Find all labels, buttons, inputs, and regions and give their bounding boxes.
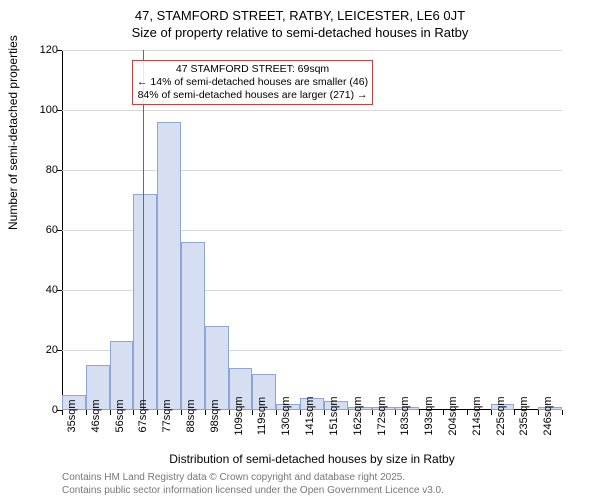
y-tick-label: 0: [52, 404, 58, 416]
x-tick-label: 35sqm: [66, 399, 78, 432]
y-tick-label: 120: [40, 44, 58, 56]
x-tick-label: 46sqm: [90, 399, 102, 432]
footer-line2: Contains public sector information licen…: [62, 485, 444, 498]
x-tick-label: 141sqm: [304, 396, 316, 435]
x-tick-label: 225sqm: [495, 396, 507, 435]
x-tick-label: 109sqm: [233, 396, 245, 435]
x-tick-label: 119sqm: [256, 397, 268, 435]
gridline: [62, 170, 562, 171]
y-tick-label: 40: [46, 284, 58, 296]
x-tick-mark: [229, 410, 230, 415]
histogram-bar: [181, 242, 205, 410]
y-tick-label: 100: [40, 104, 58, 116]
x-tick-label: 67sqm: [137, 399, 149, 432]
x-tick-mark: [491, 410, 492, 415]
footer-note: Contains HM Land Registry data © Crown c…: [62, 472, 444, 497]
x-tick-label: 172sqm: [376, 396, 388, 435]
footer-line1: Contains HM Land Registry data © Crown c…: [62, 472, 444, 485]
title-line2: Size of property relative to semi-detach…: [0, 25, 600, 42]
x-tick-label: 204sqm: [447, 396, 459, 435]
gridline: [62, 50, 562, 51]
x-tick-label: 193sqm: [423, 396, 435, 435]
x-tick-mark: [514, 410, 515, 415]
x-tick-mark: [538, 410, 539, 415]
histogram-bar: [205, 326, 229, 410]
x-tick-label: 162sqm: [352, 396, 364, 435]
x-tick-mark: [62, 410, 63, 415]
x-tick-mark: [252, 410, 253, 415]
x-tick-label: 56sqm: [114, 399, 126, 432]
x-tick-label: 235sqm: [518, 396, 530, 435]
x-tick-label: 246sqm: [542, 396, 554, 435]
x-tick-mark: [372, 410, 373, 415]
plot-area: 47 STAMFORD STREET: 69sqm← 14% of semi-d…: [62, 50, 562, 410]
x-tick-mark: [276, 410, 277, 415]
y-tick-label: 20: [46, 344, 58, 356]
x-tick-mark: [395, 410, 396, 415]
title-line1: 47, STAMFORD STREET, RATBY, LEICESTER, L…: [0, 8, 600, 25]
x-tick-mark: [133, 410, 134, 415]
x-tick-mark: [86, 410, 87, 415]
x-tick-mark: [324, 410, 325, 415]
histogram-bar: [157, 122, 181, 410]
callout-line2: ← 14% of semi-detached houses are smalle…: [137, 76, 368, 89]
x-tick-label: 98sqm: [209, 399, 221, 432]
histogram-chart: 47, STAMFORD STREET, RATBY, LEICESTER, L…: [0, 0, 600, 500]
callout-box: 47 STAMFORD STREET: 69sqm← 14% of semi-d…: [132, 60, 373, 105]
y-tick-label: 80: [46, 164, 58, 176]
x-tick-label: 88sqm: [185, 399, 197, 432]
x-tick-label: 214sqm: [471, 396, 483, 435]
x-tick-label: 151sqm: [328, 396, 340, 435]
x-tick-label: 183sqm: [399, 396, 411, 435]
x-tick-mark: [348, 410, 349, 415]
x-tick-label: 77sqm: [161, 399, 173, 432]
callout-line1: 47 STAMFORD STREET: 69sqm: [137, 63, 368, 76]
x-tick-label: 130sqm: [280, 396, 292, 435]
histogram-bar: [133, 194, 157, 410]
x-tick-mark: [562, 410, 563, 415]
chart-title: 47, STAMFORD STREET, RATBY, LEICESTER, L…: [0, 0, 600, 42]
x-tick-mark: [110, 410, 111, 415]
y-axis-label: Number of semi-detached properties: [6, 35, 20, 230]
callout-line3: 84% of semi-detached houses are larger (…: [137, 89, 368, 102]
y-tick-label: 60: [46, 224, 58, 236]
x-tick-mark: [419, 410, 420, 415]
gridline: [62, 110, 562, 111]
x-tick-mark: [205, 410, 206, 415]
x-tick-mark: [181, 410, 182, 415]
x-tick-mark: [300, 410, 301, 415]
x-tick-mark: [443, 410, 444, 415]
x-tick-mark: [467, 410, 468, 415]
x-tick-mark: [157, 410, 158, 415]
x-axis-label: Distribution of semi-detached houses by …: [62, 452, 562, 466]
